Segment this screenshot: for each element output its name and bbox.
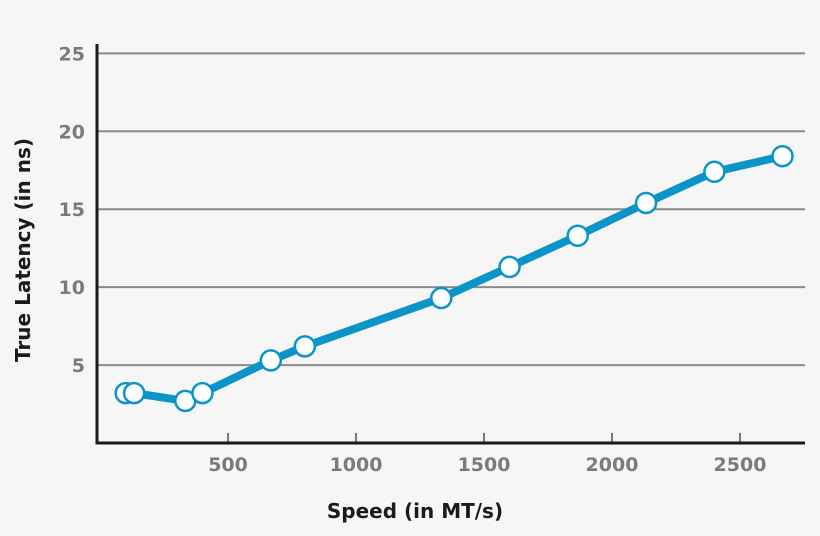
y-axis-label: True Latency (in ns) [11,138,35,362]
data-point [498,255,521,279]
y-tick-label: 15 [59,199,85,221]
x-tick-label: 1000 [330,454,383,476]
data-point [634,191,658,215]
x-tick-label: 2000 [586,454,639,476]
y-tick-label: 5 [72,355,85,377]
data-point [259,349,283,372]
data-point [771,144,794,168]
y-tick-label: 10 [59,277,85,299]
data-point [122,381,146,405]
data-point [703,160,726,184]
y-tick-label: 25 [59,43,85,65]
x-axis-label: Speed (in MT/s) [327,499,503,523]
axis-lines [95,44,805,445]
data-point [293,335,317,358]
x-tick-label: 1500 [458,454,511,476]
data-point [566,224,589,247]
data-point [191,381,214,405]
x-tick-label: 2500 [714,454,767,476]
x-tick-label: 500 [208,454,248,476]
y-tick-label: 20 [59,121,85,143]
data-point [430,286,453,310]
